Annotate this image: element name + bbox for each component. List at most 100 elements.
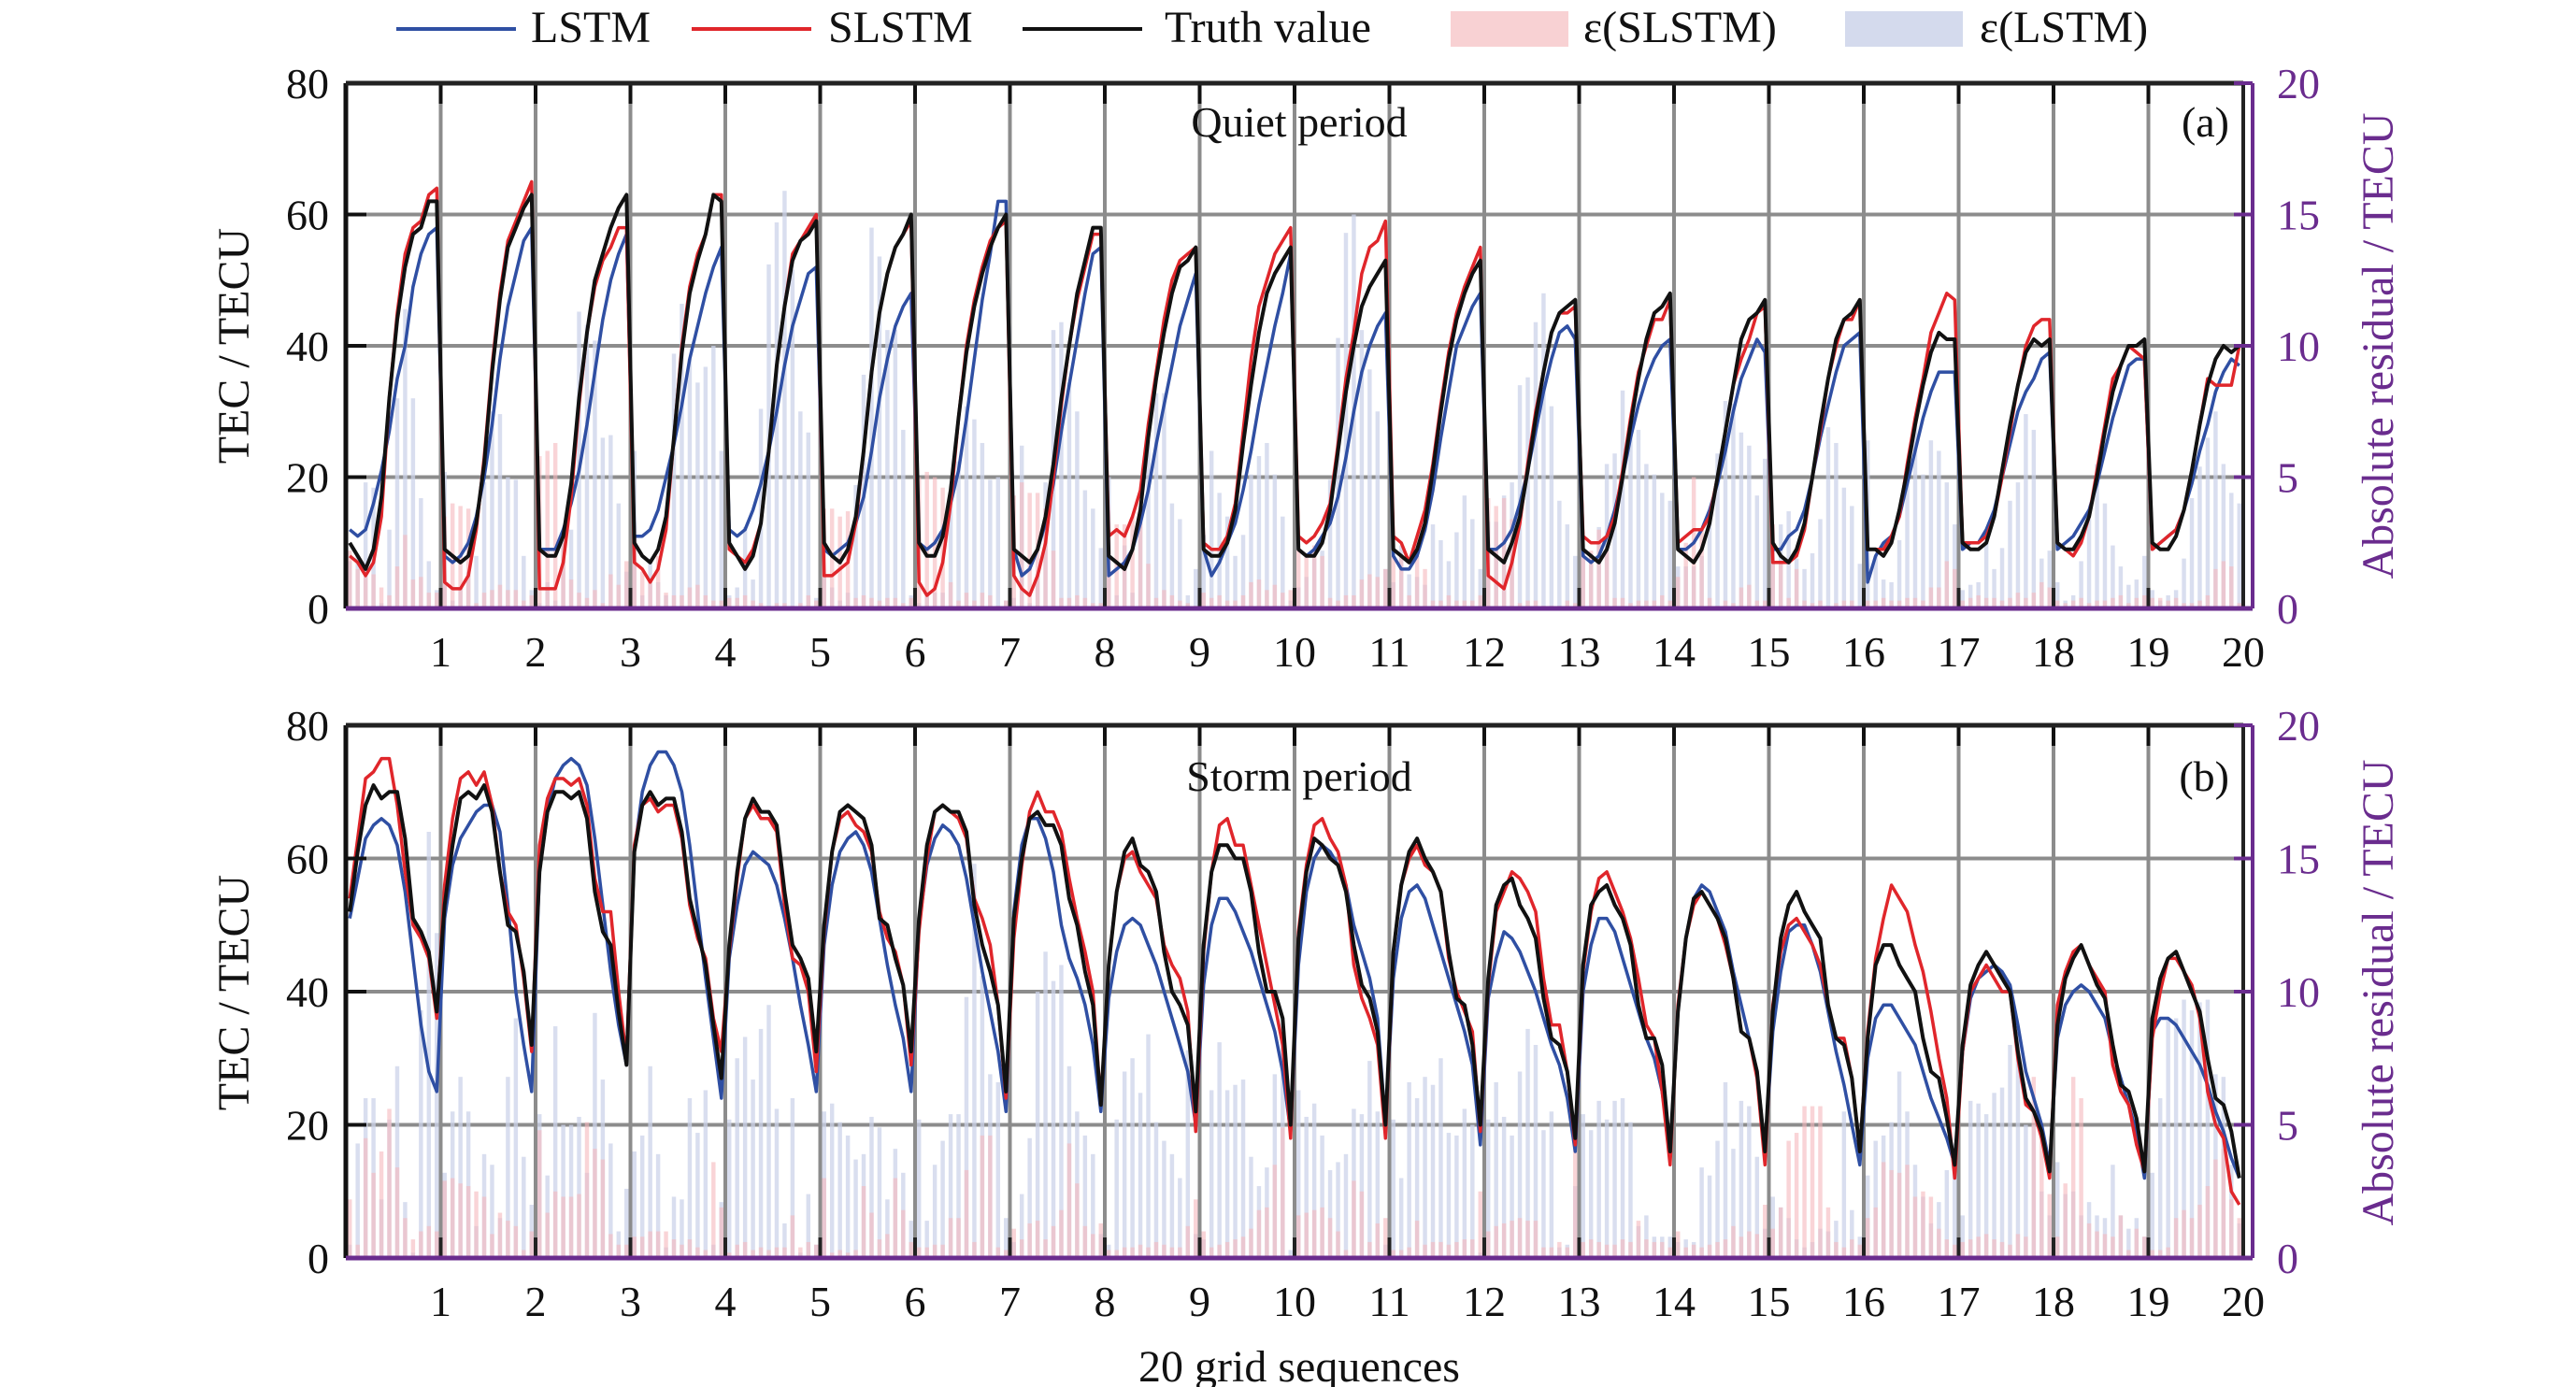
x-tick-label: 11 <box>1368 628 1410 676</box>
bar-err-slstm <box>1019 482 1024 608</box>
bar-err-lstm <box>1628 1122 1633 1258</box>
y2-tick-label: 5 <box>2277 454 2298 502</box>
bar-err-slstm <box>1604 551 1610 608</box>
bar-err-lstm <box>687 1098 693 1258</box>
bar-err-lstm <box>490 1165 494 1258</box>
x-tick-label: 20 <box>2222 1278 2265 1325</box>
bar-err-slstm <box>719 1207 723 1258</box>
bar-err-lstm <box>695 382 700 608</box>
bar-err-slstm <box>917 1247 922 1258</box>
bar-err-slstm <box>1019 1239 1024 1258</box>
bar-err-slstm <box>1320 555 1324 608</box>
bar-err-slstm <box>964 593 969 608</box>
bar-err-slstm <box>2126 1250 2131 1258</box>
bar-err-slstm <box>1375 577 1381 608</box>
bar-err-lstm <box>1375 1111 1381 1258</box>
bar-err-slstm <box>822 1178 826 1258</box>
bar-err-slstm <box>1414 555 1420 608</box>
bar-err-slstm <box>2182 1209 2186 1258</box>
bar-err-slstm <box>1051 551 1056 608</box>
bar-err-lstm <box>1612 1100 1617 1258</box>
bar-err-slstm <box>940 1244 945 1258</box>
bar-err-lstm <box>956 1114 961 1258</box>
bar-err-slstm <box>442 1180 447 1258</box>
bar-err-slstm <box>552 1191 558 1258</box>
bar-err-lstm <box>1019 1194 1024 1258</box>
bar-err-slstm <box>1810 1106 1815 1258</box>
bar-err-slstm <box>1770 1228 1775 1258</box>
bar-err-slstm <box>465 1186 471 1258</box>
bar-err-lstm <box>403 308 408 608</box>
bar-err-lstm <box>1446 1133 1452 1258</box>
y-tick-label: 80 <box>286 60 329 107</box>
y-axis-title-b: TEC / TECU <box>209 875 259 1110</box>
legend-swatch-err-slstm <box>1451 11 1568 47</box>
bar-err-slstm <box>909 1241 913 1258</box>
bar-err-lstm <box>387 529 392 608</box>
bar-err-slstm <box>1778 1207 1783 1258</box>
bar-err-lstm <box>506 1077 510 1258</box>
bar-err-slstm <box>1802 600 1807 608</box>
bar-err-slstm <box>593 1149 597 1258</box>
y-tick-label: 40 <box>286 322 329 370</box>
bar-err-slstm <box>1051 1225 1056 1258</box>
bar-err-lstm <box>1652 474 1657 608</box>
legend-item-err-lstm: ε(LSTM) <box>1845 3 2148 52</box>
bar-err-slstm <box>1960 1241 1965 1258</box>
bar-err-lstm <box>2213 411 2218 608</box>
bar-err-slstm <box>1778 561 1783 608</box>
x-tick-label: 8 <box>1095 628 1116 676</box>
bar-err-lstm <box>1296 1090 1301 1258</box>
bar-err-lstm <box>2134 579 2140 608</box>
bar-err-slstm <box>1446 594 1452 608</box>
x-tick-label: 1 <box>430 1278 451 1325</box>
bar-err-lstm <box>1581 1114 1585 1258</box>
bar-err-slstm <box>1928 587 1934 608</box>
bar-err-lstm <box>2205 437 2211 608</box>
bar-err-slstm <box>506 590 510 608</box>
bar-err-lstm <box>1162 1140 1166 1258</box>
bar-err-lstm <box>2111 1165 2115 1258</box>
bar-err-slstm <box>2095 600 2099 608</box>
bar-err-lstm <box>1565 524 1570 608</box>
x-tick-label: 4 <box>715 628 737 676</box>
bar-err-lstm <box>1470 519 1475 608</box>
bar-err-slstm <box>869 597 874 608</box>
bar-err-slstm <box>616 1244 622 1258</box>
x-tick-label: 15 <box>1748 628 1791 676</box>
bar-err-lstm <box>1075 411 1080 608</box>
x-tick-label: 18 <box>2032 1278 2075 1325</box>
bar-err-slstm <box>980 1135 985 1258</box>
bar-err-lstm <box>1130 1058 1135 1258</box>
bar-err-lstm <box>1866 1175 1870 1258</box>
bar-err-lstm <box>2197 1002 2202 1258</box>
bar-err-lstm <box>909 1221 913 1258</box>
bar-err-slstm <box>1596 1241 1601 1258</box>
bar-err-lstm <box>1873 1140 1878 1258</box>
bar-err-lstm <box>394 1065 400 1258</box>
bar-err-lstm <box>1770 1196 1775 1258</box>
bar-err-slstm <box>1905 1165 1910 1258</box>
bar-err-slstm <box>680 594 684 608</box>
bar-err-slstm <box>2008 597 2012 608</box>
bar-err-lstm <box>426 561 432 608</box>
bar-err-slstm <box>1652 1241 1657 1258</box>
bar-err-lstm <box>1912 422 1918 608</box>
bar-err-lstm <box>1343 1153 1349 1258</box>
bar-err-lstm <box>1224 516 1230 608</box>
bar-err-lstm <box>1470 1124 1475 1258</box>
bar-err-slstm <box>2150 597 2154 608</box>
bar-err-lstm <box>1430 1084 1436 1258</box>
bar-err-lstm <box>2182 999 2186 1258</box>
bar-err-slstm <box>1185 1225 1191 1258</box>
bar-err-slstm <box>2079 597 2083 608</box>
bar-err-lstm <box>419 497 423 608</box>
bar-err-slstm <box>1953 568 1957 608</box>
bar-err-lstm <box>1240 535 1246 608</box>
bar-err-lstm <box>1178 1178 1182 1258</box>
bar-err-lstm <box>2173 1018 2179 1258</box>
bar-err-lstm <box>798 411 803 608</box>
bar-err-lstm <box>1850 506 1854 608</box>
